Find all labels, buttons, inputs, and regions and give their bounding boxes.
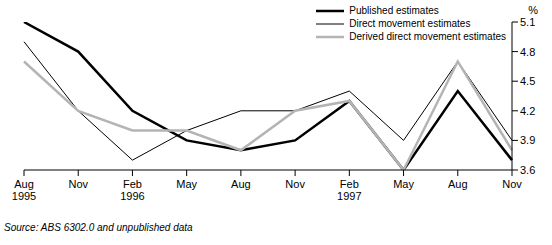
svg-text:3.6: 3.6 — [520, 164, 535, 176]
svg-text:4.2: 4.2 — [520, 105, 535, 117]
svg-text:May: May — [176, 178, 197, 190]
html-text:Derived direct movement estima: Derived direct movement estimates — [349, 31, 506, 42]
svg-text:Nov: Nov — [502, 178, 522, 190]
svg-text:3.9: 3.9 — [520, 134, 535, 146]
html-text:Direct movement estimates: Direct movement estimates — [349, 18, 471, 29]
svg-text:Nov: Nov — [285, 178, 305, 190]
svg-text:Nov: Nov — [68, 178, 88, 190]
svg-text:Aug1995: Aug1995 — [12, 178, 36, 202]
svg-text:Feb1997: Feb1997 — [337, 178, 361, 202]
svg-text:Aug: Aug — [448, 178, 468, 190]
html-text:Source: ABS 6302.0 and unpubli: Source: ABS 6302.0 and unpublished data — [4, 222, 193, 233]
svg-text:May: May — [393, 178, 414, 190]
svg-text:4.8: 4.8 — [520, 46, 535, 58]
svg-text:5.1: 5.1 — [520, 16, 535, 28]
svg-text:Aug: Aug — [231, 178, 251, 190]
svg-text:Feb1996: Feb1996 — [120, 178, 144, 202]
svg-text:4.5: 4.5 — [520, 75, 535, 87]
html-text:Published estimates: Published estimates — [349, 5, 439, 16]
